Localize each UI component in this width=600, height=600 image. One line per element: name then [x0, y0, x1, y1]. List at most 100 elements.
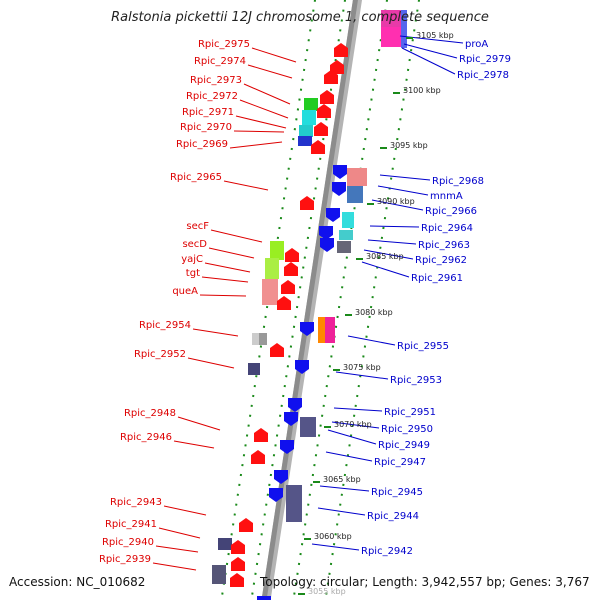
scale-label-2: 3095 kbp [390, 141, 428, 150]
left-leader-5 [233, 130, 285, 133]
left-label-8: secF [186, 221, 209, 232]
right-label-12: Rpic_2951 [384, 407, 436, 418]
left-label-3: Rpic_2972 [186, 91, 238, 102]
right-leader-10 [347, 335, 396, 346]
feature-arrow-19 [288, 398, 302, 412]
left-leader-12 [199, 294, 247, 297]
gene-labels: Rpic_2975 Rpic_2974 Rpic_2973 Rpic_2972 Rpic… [99, 39, 511, 565]
feature-block-22 [218, 538, 232, 550]
left-label-10: yajC [181, 254, 203, 265]
feature-block-4 [302, 110, 316, 125]
right-label-1: Rpic_2979 [459, 54, 511, 65]
feature-block-10 [339, 230, 353, 240]
scale-ticks: 3105 kbp 3100 kbp 3095 kbp 3090 kbp 3085 kbp… [298, 31, 454, 596]
feature-block-1 [381, 27, 401, 47]
feature-block-8 [347, 186, 363, 203]
right-label-7: Rpic_2963 [418, 240, 470, 251]
label-leader-lines [152, 35, 464, 571]
map-title: Ralstonia pickettii 12J chromosome 1, co… [111, 10, 489, 25]
right-leader-16 [319, 485, 370, 492]
feature-arrow-23 [269, 488, 283, 502]
right-label-8: Rpic_2962 [415, 255, 467, 266]
feature-arrow-5 [314, 122, 328, 136]
feature-arrow-1 [330, 60, 344, 74]
right-label-2: Rpic_2978 [457, 70, 509, 81]
feature-arrow-31 [257, 596, 271, 600]
left-label-18: Rpic_2941 [105, 519, 157, 530]
right-leader-18 [311, 543, 360, 551]
feature-block-0 [381, 10, 401, 30]
feature-arrow-13 [284, 262, 298, 276]
feature-arrow-0 [334, 43, 348, 57]
left-leader-13 [192, 328, 239, 337]
feature-arrow-24 [251, 450, 265, 464]
right-label-15: Rpic_2947 [374, 457, 426, 468]
right-leader-6 [369, 225, 420, 228]
feature-arrows [230, 43, 348, 600]
left-leader-4 [235, 115, 287, 129]
feature-arrow-4 [317, 104, 331, 118]
feature-block-13 [265, 258, 279, 279]
left-leader-16 [173, 440, 215, 449]
feature-block-2 [401, 10, 407, 48]
feature-arrow-26 [239, 518, 253, 532]
chromosome-backbone [261, 0, 363, 600]
scale-label-3: 3090 kbp [377, 197, 415, 206]
left-leader-20 [152, 562, 197, 571]
left-leader-2 [243, 83, 291, 105]
backbone-line [261, 0, 358, 600]
feature-arrow-18 [295, 360, 309, 374]
left-label-13: Rpic_2954 [139, 320, 191, 331]
left-label-17: Rpic_2943 [110, 497, 162, 508]
left-label-4: Rpic_2971 [182, 107, 234, 118]
feature-block-18 [259, 333, 267, 345]
right-label-5: Rpic_2966 [425, 206, 477, 217]
left-label-2: Rpic_2973 [190, 75, 242, 86]
right-leader-9 [361, 261, 410, 278]
left-leader-8 [210, 229, 263, 243]
left-leader-0 [251, 47, 297, 63]
scale-label-7: 3070 kbp [334, 420, 372, 429]
feature-block-5 [299, 125, 313, 137]
feature-arrow-16 [300, 322, 314, 336]
feature-arrow-20 [284, 412, 298, 426]
feature-arrow-29 [230, 573, 244, 587]
feature-arrow-15 [277, 296, 291, 310]
feature-block-21 [286, 485, 302, 522]
feature-block-7 [347, 168, 367, 186]
right-leader-13 [331, 421, 380, 429]
right-leader-17 [317, 507, 366, 516]
left-label-15: Rpic_2948 [124, 408, 176, 419]
left-label-11: tgt [186, 268, 200, 279]
left-label-16: Rpic_2946 [120, 432, 172, 443]
right-label-4: mnmA [430, 191, 463, 202]
left-label-9: secD [182, 239, 207, 250]
left-leader-6 [229, 141, 283, 149]
feature-arrow-25 [254, 428, 268, 442]
feature-arrow-17 [270, 343, 284, 357]
right-label-11: Rpic_2953 [390, 375, 442, 386]
feature-block-19 [248, 363, 260, 375]
left-label-20: Rpic_2939 [99, 554, 151, 565]
right-label-6: Rpic_2964 [421, 223, 473, 234]
feature-arrow-21 [280, 440, 294, 454]
right-label-16: Rpic_2945 [371, 487, 423, 498]
left-leader-17 [163, 505, 207, 516]
feature-arrow-10 [319, 226, 333, 240]
left-leader-18 [158, 527, 201, 539]
scale-label-9: 3060 kbp [314, 532, 352, 541]
feature-arrow-6 [311, 140, 325, 154]
feature-arrow-7 [333, 165, 347, 179]
right-leader-2 [401, 47, 456, 75]
scale-label-1: 3100 kbp [403, 86, 441, 95]
left-leader-11 [201, 276, 249, 283]
right-leader-12 [333, 407, 383, 412]
feature-block-16 [325, 317, 335, 343]
feature-arrow-3 [320, 90, 334, 104]
right-leader-7 [367, 239, 417, 245]
right-label-18: Rpic_2942 [361, 546, 413, 557]
feature-arrow-11 [320, 238, 334, 252]
left-label-19: Rpic_2940 [102, 537, 154, 548]
left-label-14: Rpic_2952 [134, 349, 186, 360]
right-leader-15 [325, 451, 373, 462]
